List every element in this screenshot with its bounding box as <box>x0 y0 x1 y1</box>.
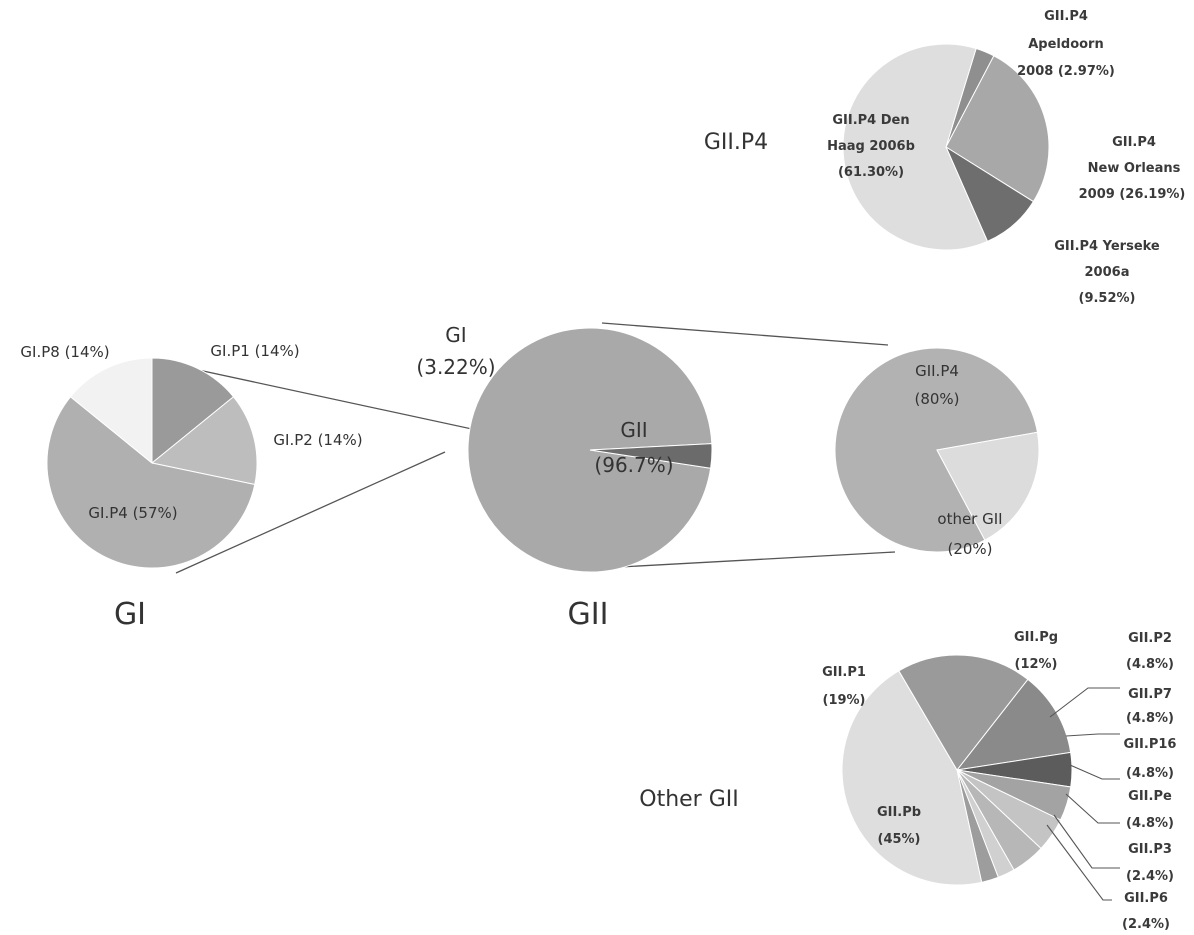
label-p4-apeldoorn-l1: GII.P4 <box>1044 9 1088 24</box>
leader-gii-p6 <box>1046 824 1112 901</box>
label-p4-den-haag-l3: (61.30%) <box>838 165 904 180</box>
label-gi-p4: GI.P4 (57%) <box>88 504 177 522</box>
leader-gii-p7 <box>1065 733 1120 737</box>
label-p4-yerseke-l3: (9.52%) <box>1079 291 1136 306</box>
pie-slice-gii-p4-den-haag-2006b-61-30 <box>842 43 989 251</box>
label-o-pb-name: GII.Pb <box>877 805 921 820</box>
connector-gii-top <box>601 322 889 346</box>
leader-gii-p16 <box>1069 764 1120 780</box>
label-o-p1-name: GII.P1 <box>822 665 866 680</box>
pie-slice-gi-p8-14 <box>69 357 153 465</box>
label-o-p2-name: GII.P2 <box>1128 631 1172 646</box>
pie-gii-p4-variants <box>842 43 1050 251</box>
pie-gi-breakdown <box>46 357 258 569</box>
label-o-p3-name: GII.P3 <box>1128 842 1172 857</box>
other-gii-leader-lines <box>1046 687 1120 901</box>
leader-gii-p2 <box>1049 687 1120 718</box>
label-p4-new-orleans-l3: 2009 (26.19%) <box>1079 187 1186 202</box>
label-o-pb-pct: (45%) <box>878 832 921 847</box>
pie-slice-gii-p1-19 <box>898 654 1029 771</box>
label-o-p6-pct: (2.4%) <box>1122 917 1170 932</box>
chart-title-gi: GI <box>114 597 146 632</box>
label-other-gii-share-name: other GII <box>937 510 1002 528</box>
label-other-gii-share-pct: (20%) <box>947 540 992 558</box>
label-p4-yerseke-l1: GII.P4 Yerseke <box>1054 239 1160 254</box>
label-p4-den-haag-l1: GII.P4 Den <box>832 113 909 128</box>
pie-gi-vs-gii <box>467 327 713 573</box>
label-gi-p8: GI.P8 (14%) <box>20 343 109 361</box>
label-p4-den-haag-l2: Haag 2006b <box>827 139 915 154</box>
chart-title-gii-p4: GII.P4 <box>704 130 768 155</box>
leader-gii-p3 <box>1053 814 1120 869</box>
label-gii-p4-share-pct: (80%) <box>914 390 959 408</box>
pie-slice-gii <box>467 327 713 573</box>
pie-gii-split <box>834 347 1040 553</box>
label-o-p16-pct: (4.8%) <box>1126 766 1174 781</box>
chart-title-other-gii: Other GII <box>639 787 738 812</box>
pie-slice-gi-p2-14 <box>150 396 258 486</box>
leader-gii-pe <box>1065 793 1120 824</box>
label-gii-p4-share-name: GII.P4 <box>915 362 959 380</box>
pie-slice-gi-p1-14 <box>151 357 235 465</box>
label-o-p16-name: GII.P16 <box>1124 737 1177 752</box>
pie-slice-other-gii <box>936 431 1040 541</box>
label-o-p2-pct: (4.8%) <box>1126 657 1174 672</box>
label-o-p3-pct: (2.4%) <box>1126 869 1174 884</box>
pie-slice-gii-p4-new-orleans-2009-26-19 <box>945 55 1050 203</box>
label-o-pg-pct: (12%) <box>1015 657 1058 672</box>
label-p4-yerseke-l2: 2006a <box>1085 265 1130 280</box>
label-gi-p1: GI.P1 (14%) <box>210 342 299 360</box>
label-main-gii-pct: (96.7%) <box>594 453 673 477</box>
label-o-p7-name: GII.P7 <box>1128 687 1172 702</box>
label-main-gi-pct: (3.22%) <box>416 355 495 379</box>
label-main-gi-name: GI <box>445 323 466 347</box>
label-o-pe-pct: (4.8%) <box>1126 816 1174 831</box>
label-p4-apeldoorn-l3: 2008 (2.97%) <box>1017 64 1115 79</box>
pie-slice-gi-p4-57 <box>46 396 256 569</box>
connector-gi-bottom <box>175 451 446 574</box>
label-p4-new-orleans-l1: GII.P4 <box>1112 135 1156 150</box>
connector-gii-bottom <box>601 551 896 569</box>
pie-slice-gii-pb-45 <box>841 670 983 886</box>
pie-slice-gii-p4 <box>834 347 1039 553</box>
pie-other-gii <box>841 654 1073 886</box>
label-gi-p2: GI.P2 (14%) <box>273 431 362 449</box>
label-o-p7-pct: (4.8%) <box>1126 711 1174 726</box>
label-p4-apeldoorn-l2: Apeldoorn <box>1028 37 1103 52</box>
label-o-p6-name: GII.P6 <box>1124 891 1168 906</box>
label-main-gii-name: GII <box>620 418 647 442</box>
label-o-pg-name: GII.Pg <box>1014 630 1058 645</box>
label-o-pe-name: GII.Pe <box>1128 789 1172 804</box>
label-p4-new-orleans-l2: New Orleans <box>1088 161 1181 176</box>
chart-title-gii: GII <box>568 597 609 632</box>
label-o-p1-pct: (19%) <box>823 693 866 708</box>
pie-slice-gi <box>589 443 713 469</box>
